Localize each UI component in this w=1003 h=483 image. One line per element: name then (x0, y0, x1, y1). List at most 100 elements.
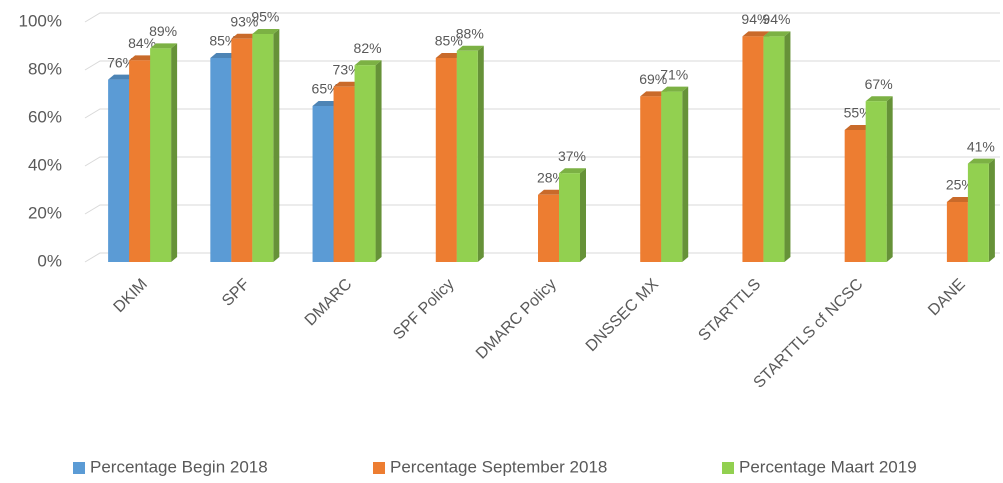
grid-line (84, 156, 1000, 167)
legend-swatch (722, 462, 734, 474)
data-label: 67% (865, 76, 893, 92)
x-tick-label: STARTTLS cf NCSC (751, 276, 867, 392)
bar (129, 60, 151, 263)
bar-top (129, 55, 157, 61)
data-label: 93% (230, 14, 258, 30)
bar (967, 163, 989, 262)
bar-top (967, 158, 995, 164)
data-label: 95% (251, 9, 279, 25)
x-tick-label: DMARC (302, 276, 356, 330)
x-tick-label: DMARC Policy (473, 276, 560, 363)
grid-line (84, 252, 1000, 263)
data-label: 76% (107, 54, 135, 70)
bar (231, 38, 253, 262)
data-label: 85% (209, 33, 237, 49)
bar (150, 48, 172, 263)
bar (763, 36, 785, 263)
data-label: 55% (844, 105, 872, 121)
grid-line (84, 108, 1000, 119)
bar-top (763, 31, 791, 37)
bar (865, 101, 887, 262)
legend-label: Percentage September 2018 (390, 457, 607, 476)
bar-top (844, 125, 872, 130)
bar (252, 34, 274, 262)
data-label: 94% (741, 11, 769, 27)
bar-top (456, 45, 484, 51)
bar (456, 50, 478, 262)
bar (946, 202, 968, 262)
bar (640, 96, 662, 263)
bar-top (333, 81, 361, 87)
bar-side (988, 158, 995, 262)
y-tick-label: 100% (19, 11, 62, 30)
bar (742, 36, 764, 263)
y-tick-label: 80% (28, 59, 62, 78)
bar-top (865, 96, 893, 102)
bar-top (312, 101, 340, 106)
legend-label: Percentage Maart 2019 (739, 457, 917, 476)
data-label: 84% (128, 35, 156, 51)
bar-top (231, 33, 259, 39)
bar-top (559, 168, 586, 174)
data-label: 82% (354, 40, 382, 56)
data-label: 65% (312, 81, 340, 97)
bar-side (886, 96, 893, 262)
bar (538, 194, 559, 262)
x-tick-label: DANE (925, 276, 968, 319)
bar (312, 106, 334, 262)
data-label: 69% (639, 71, 667, 87)
data-label: 41% (967, 138, 995, 154)
bar-top (252, 29, 280, 34)
data-label: 73% (333, 62, 361, 78)
bar (354, 65, 376, 262)
data-label: 89% (149, 23, 177, 39)
y-tick-label: 40% (28, 155, 62, 174)
x-tick-label: DKIM (111, 276, 151, 316)
bar (661, 91, 683, 262)
data-label: 25% (946, 177, 974, 193)
legend-swatch (73, 462, 85, 474)
bar-side (580, 168, 586, 262)
legend-swatch (373, 462, 385, 474)
data-label: 28% (537, 170, 565, 186)
data-label: 88% (456, 26, 484, 42)
bar-top (538, 189, 565, 195)
data-label: 94% (762, 11, 790, 27)
bar-top (210, 53, 238, 58)
bar-side (171, 43, 178, 263)
bar-top (435, 53, 463, 58)
x-tick-label: STARTTLS (695, 276, 764, 345)
bar (210, 58, 232, 262)
bar (108, 79, 130, 262)
bar (435, 58, 457, 262)
bar-top (150, 43, 178, 49)
bar-side (784, 31, 791, 263)
grid-line (84, 60, 1000, 71)
legend-label: Percentage Begin 2018 (90, 457, 268, 476)
grid-line (84, 12, 1000, 23)
grid-line (84, 204, 1000, 215)
bar-top (108, 74, 136, 80)
bar-side (682, 86, 689, 262)
x-tick-label: SPF Policy (390, 276, 457, 343)
bar (333, 86, 355, 262)
x-tick-label: SPF (219, 276, 253, 310)
data-label: 85% (435, 33, 463, 49)
bar-top (742, 31, 770, 37)
data-label: 71% (660, 66, 688, 82)
bar-top (640, 91, 668, 97)
bar-side (273, 29, 280, 262)
bar-side (375, 60, 382, 263)
x-tick-label: DNSSEC MX (583, 276, 663, 356)
bar-top (354, 60, 382, 66)
bar-top (946, 197, 974, 202)
bar (844, 130, 866, 262)
bar-side (477, 45, 484, 262)
bar-top (661, 86, 689, 92)
y-tick-label: 20% (28, 203, 62, 222)
y-tick-label: 60% (28, 107, 62, 126)
data-label: 37% (558, 148, 586, 164)
y-tick-label: 0% (37, 251, 62, 270)
bar (559, 173, 580, 262)
